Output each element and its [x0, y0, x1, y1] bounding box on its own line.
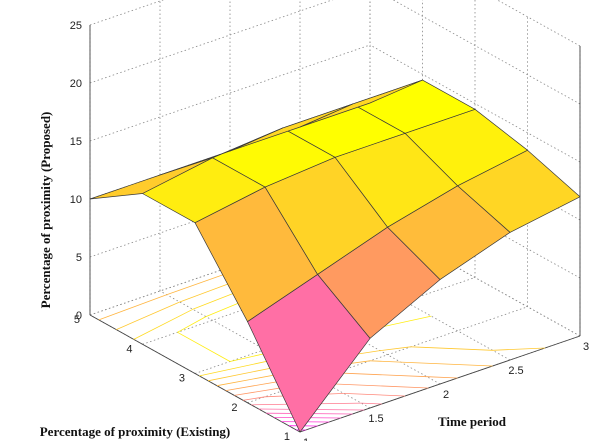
contour-segment — [177, 331, 231, 362]
contour-segment — [133, 308, 193, 340]
z-tick-label: 20 — [70, 78, 82, 90]
grid-line — [89, 0, 334, 84]
axis-edge — [89, 314, 301, 433]
contour-segment — [379, 346, 411, 351]
x-tick-label: 2.5 — [508, 365, 523, 377]
y-tick-label: 5 — [74, 314, 80, 326]
x-axis-label: Time period — [438, 414, 507, 429]
contour-segment — [326, 383, 429, 389]
x-tick-label: 3 — [583, 341, 589, 353]
z-axis-label: Percentage of proximity (Proposed) — [38, 112, 53, 309]
surface-mesh — [89, 79, 581, 433]
y-tick-label: 1 — [284, 431, 290, 441]
y-axis-label: Percentage of proximity (Existing) — [40, 424, 231, 439]
y-tick-label: 4 — [126, 343, 132, 355]
x-tick-label: 1 — [303, 437, 309, 441]
contour-segment — [243, 396, 266, 401]
z-tick-label: 15 — [70, 136, 82, 148]
x-tick-label: 1.5 — [368, 413, 383, 425]
contour-segment — [343, 393, 406, 397]
contour-segment — [98, 294, 167, 321]
axis-edge — [299, 335, 581, 433]
contour-segment — [116, 301, 180, 330]
grid-line — [392, 0, 581, 105]
x-tick-label: 2 — [443, 389, 449, 401]
grid-line — [89, 44, 371, 142]
surface-patch — [89, 157, 213, 200]
y-tick-label: 2 — [231, 402, 237, 414]
contour-segment — [426, 376, 458, 379]
contour-segment — [492, 347, 546, 351]
grid-line — [89, 0, 165, 26]
contour-segment — [361, 402, 382, 405]
z-tick-label: 25 — [70, 20, 82, 32]
z-tick-label: 10 — [70, 194, 82, 206]
grid-line — [496, 0, 581, 47]
contour-segment — [400, 361, 493, 367]
z-tick-label: 5 — [76, 252, 82, 264]
y-tick-label: 3 — [179, 373, 185, 385]
contour-segment — [177, 316, 207, 333]
contour-segment — [369, 360, 401, 363]
contour-segment — [334, 372, 427, 378]
contour-segment — [410, 346, 493, 351]
grid-line — [369, 44, 581, 163]
z-tick-label: 0 — [76, 310, 82, 322]
